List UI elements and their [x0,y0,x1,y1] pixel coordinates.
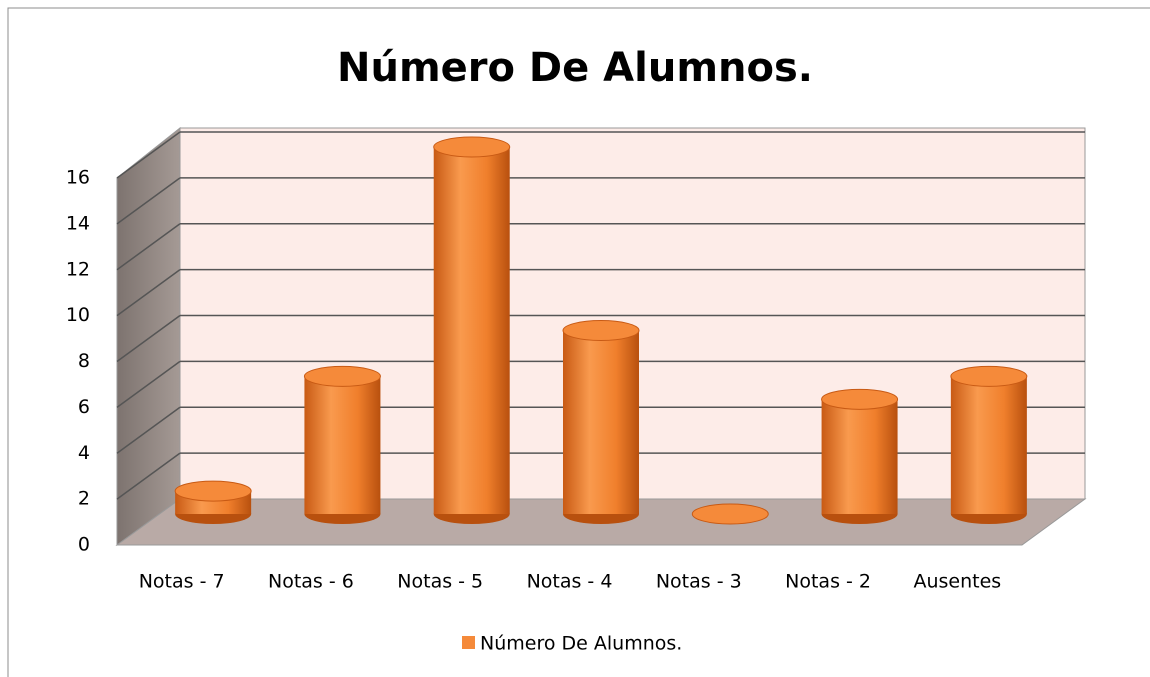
bar-body [950,376,1027,514]
legend-swatch [462,636,475,649]
y-tick-label: 0 [78,534,90,556]
x-tick-label: Ausentes [913,571,1001,593]
grid-line [116,314,181,363]
grid-line [116,452,181,500]
grid-line [116,360,181,408]
bar [691,503,769,525]
y-tick-label: 10 [66,304,90,326]
bar-body [563,330,639,514]
bar-body [821,399,898,514]
bar [950,365,1028,524]
bar [433,136,511,524]
side-wall [116,126,181,546]
y-tick-label: 14 [66,212,90,234]
y-tick-label: 2 [78,488,90,510]
grid-line [116,131,181,179]
bar-top [562,320,640,341]
bar-top [691,503,769,525]
bar [303,365,381,524]
bar-body [304,376,381,514]
x-tick-label: Notas - 5 [397,571,483,593]
x-tick-label: Notas - 3 [656,571,742,593]
grid-line [116,269,181,317]
bar-top [821,388,899,410]
x-tick-label: Notas - 7 [139,571,225,593]
y-tick-label: 16 [66,167,90,189]
y-tick-label: 4 [78,442,90,464]
legend-label: Número De Alumnos. [480,633,682,655]
bar-top [950,365,1028,387]
bar [174,480,252,524]
bar-top [433,136,511,158]
bar [821,388,899,524]
bar [562,320,640,524]
x-tick-label: Notas - 4 [527,571,613,593]
bar-body [433,147,510,514]
x-tick-label: Notas - 2 [785,571,871,593]
bar-top [174,480,252,502]
y-tick-label: 6 [78,396,90,418]
y-tick-label: 8 [78,350,90,372]
bar-top [303,365,381,387]
grid-line [116,177,181,225]
y-tick-label: 12 [66,258,90,280]
chart-title: Número De Alumnos. [337,45,813,91]
grid-line [116,406,181,454]
grid-line [116,223,181,271]
x-tick-label: Notas - 6 [268,571,354,593]
